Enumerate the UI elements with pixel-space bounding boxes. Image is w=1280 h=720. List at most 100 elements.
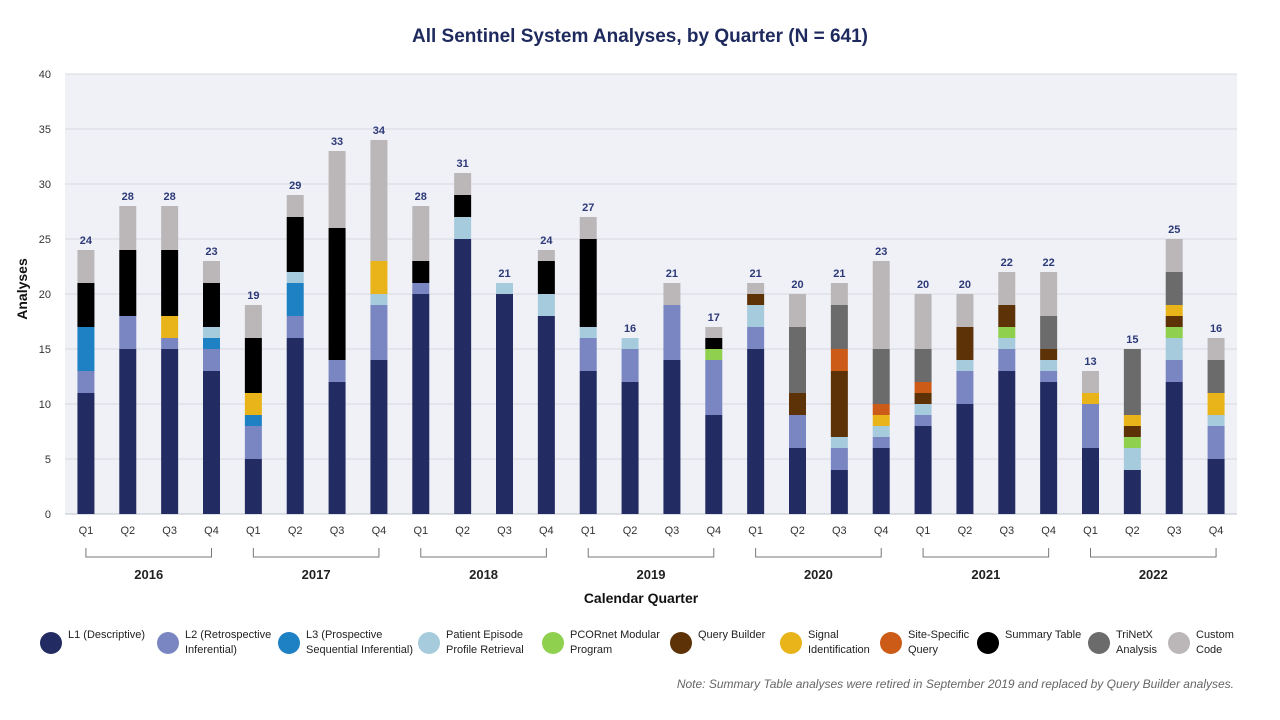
bar-segment bbox=[328, 382, 346, 514]
legend-item: Patient Episode Profile Retrieval bbox=[418, 628, 524, 658]
bar-segment bbox=[1123, 349, 1141, 415]
bar-total-label: 16 bbox=[624, 323, 636, 335]
bar-segment bbox=[579, 239, 597, 327]
legend-swatch bbox=[278, 632, 300, 654]
y-tick-label: 10 bbox=[39, 399, 51, 411]
bar-segment bbox=[747, 305, 765, 327]
x-tick-label: Q4 bbox=[706, 525, 721, 537]
legend-label: L3 (Prospective Sequential Inferential) bbox=[306, 629, 414, 656]
bar-segment bbox=[789, 327, 806, 393]
bar-segment bbox=[370, 294, 388, 305]
bar-segment bbox=[454, 195, 472, 217]
bar-segment bbox=[1123, 415, 1141, 426]
bar-total-label: 22 bbox=[1001, 257, 1013, 269]
legend-label: L1 (Descriptive) bbox=[68, 629, 146, 641]
legend-swatch bbox=[418, 632, 440, 654]
bar-total-label: 21 bbox=[833, 268, 845, 280]
bar-segment bbox=[328, 151, 346, 228]
bar-segment bbox=[537, 261, 555, 294]
year-bracket bbox=[587, 548, 715, 558]
bar-segment bbox=[370, 261, 388, 294]
bar-segment bbox=[203, 371, 220, 514]
bar-segment bbox=[998, 305, 1016, 327]
bar-segment bbox=[747, 327, 765, 349]
x-tick-label: Q1 bbox=[748, 525, 763, 537]
bar-segment bbox=[789, 393, 806, 415]
bar-segment bbox=[77, 250, 95, 283]
legend-label: L2 (Retrospective Inferential) bbox=[185, 629, 272, 656]
x-tick-label: Q1 bbox=[246, 525, 261, 537]
bar-segment bbox=[1165, 272, 1183, 305]
bar-segment bbox=[1165, 382, 1183, 514]
bar-segment bbox=[998, 327, 1016, 338]
year-bracket bbox=[922, 548, 1050, 558]
bar-total-label: 21 bbox=[750, 268, 762, 280]
bar-segment bbox=[286, 283, 304, 316]
bar-segment bbox=[412, 206, 430, 261]
bar-segment bbox=[412, 283, 430, 294]
y-tick-label: 15 bbox=[39, 344, 51, 356]
bar-segment bbox=[1040, 371, 1058, 382]
legend-swatch bbox=[1088, 632, 1110, 654]
y-tick-label: 0 bbox=[45, 509, 51, 521]
bar-segment bbox=[579, 217, 597, 239]
x-tick-label: Q3 bbox=[1167, 525, 1182, 537]
x-tick-label: Q2 bbox=[455, 525, 470, 537]
legend-swatch bbox=[977, 632, 999, 654]
bar-segment bbox=[621, 338, 639, 349]
bar-segment bbox=[203, 327, 220, 338]
x-tick-label: Q2 bbox=[790, 525, 805, 537]
x-tick-label: Q4 bbox=[1209, 525, 1224, 537]
year-bracket bbox=[420, 548, 547, 558]
y-axis-title: Analyses bbox=[14, 258, 30, 320]
bar-segment bbox=[998, 338, 1016, 349]
legend-item: Signal Identification bbox=[780, 628, 870, 658]
legend-label: Custom Code bbox=[1196, 629, 1234, 656]
year-bracket bbox=[252, 548, 380, 558]
bar-segment bbox=[286, 338, 304, 514]
bar-total-label: 24 bbox=[80, 235, 93, 247]
bar-segment bbox=[830, 437, 848, 448]
bar-segment bbox=[956, 327, 974, 360]
bar-segment bbox=[956, 294, 974, 327]
legend-swatch bbox=[670, 632, 692, 654]
bar-total-label: 23 bbox=[205, 246, 217, 258]
bar-segment bbox=[244, 459, 262, 514]
year-bracket bbox=[1090, 548, 1217, 558]
x-tick-label: Q4 bbox=[372, 525, 387, 537]
bar-segment bbox=[286, 217, 304, 272]
bar-total-label: 24 bbox=[540, 235, 553, 247]
bar-total-label: 21 bbox=[498, 268, 510, 280]
bar-segment bbox=[914, 426, 932, 514]
bar-total-label: 27 bbox=[582, 202, 594, 214]
legend-item: TriNetX Analysis bbox=[1088, 628, 1157, 658]
bar-segment bbox=[705, 360, 723, 415]
bar-segment bbox=[244, 415, 262, 426]
bar-total-label: 23 bbox=[875, 246, 887, 258]
legend-item: Custom Code bbox=[1168, 628, 1234, 658]
bar-total-label: 16 bbox=[1210, 323, 1222, 335]
bar-total-label: 34 bbox=[373, 125, 386, 137]
bar-segment bbox=[998, 349, 1016, 371]
bar-segment bbox=[1040, 272, 1058, 316]
legend-item: PCORnet Modular Program bbox=[542, 628, 660, 658]
bar-segment bbox=[412, 261, 430, 283]
legend-swatch bbox=[542, 632, 564, 654]
x-tick-label: Q2 bbox=[623, 525, 638, 537]
bar-total-label: 20 bbox=[959, 279, 971, 291]
bar-segment bbox=[747, 294, 765, 305]
legend-item: Summary Table bbox=[977, 628, 1081, 654]
bar-segment bbox=[370, 360, 388, 514]
bar-total-label: 17 bbox=[708, 312, 720, 324]
bar-segment bbox=[579, 327, 597, 338]
bar-segment bbox=[1207, 459, 1225, 514]
bar-segment bbox=[244, 305, 262, 338]
bar-segment bbox=[496, 283, 513, 294]
bar-segment bbox=[1040, 382, 1058, 514]
bar-segment bbox=[872, 448, 890, 514]
legend-item: L2 (Retrospective Inferential) bbox=[157, 628, 271, 658]
bar-total-label: 20 bbox=[917, 279, 929, 291]
bar-segment bbox=[1165, 239, 1183, 272]
bar-segment bbox=[77, 327, 95, 371]
bar-segment bbox=[119, 316, 137, 349]
